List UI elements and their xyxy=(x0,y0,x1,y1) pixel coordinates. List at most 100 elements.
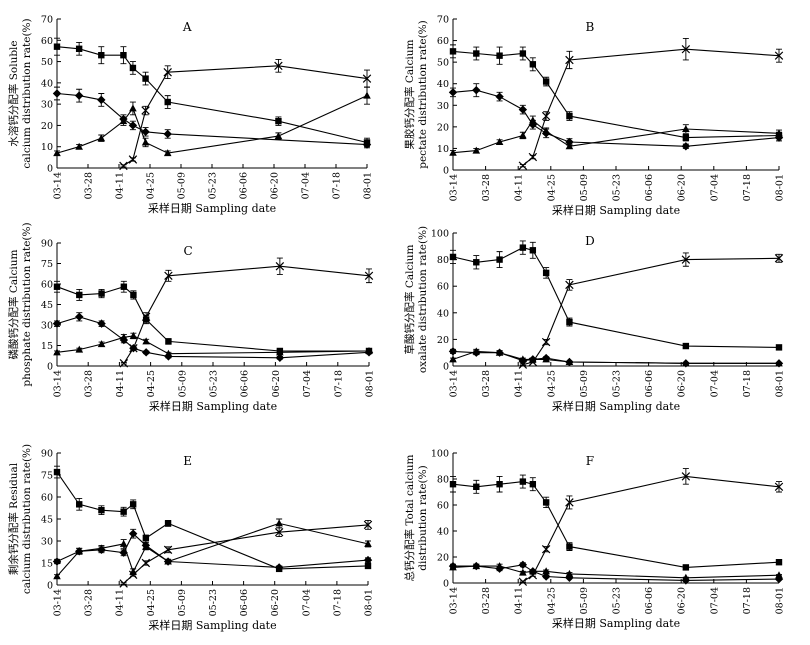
panel-b-diamond-point xyxy=(495,92,504,101)
panel-d-y-axis-title-line2: oxalate distribution rate(%) xyxy=(417,226,429,373)
panel-e-label: E xyxy=(183,454,192,468)
panel-e-square-series-line xyxy=(56,471,369,570)
panel-c-x-tick-label: 07-04 xyxy=(302,370,313,397)
panel-f-triangle-point xyxy=(449,563,457,571)
panel-f-y-tick-label: 0 xyxy=(443,579,449,590)
panel-a-label: A xyxy=(182,20,192,34)
panel-a-diamond-point xyxy=(128,121,138,130)
panel-a-square-point xyxy=(53,43,61,50)
panel-c-label: C xyxy=(183,244,192,258)
panel-d: D 采样日期 Sampling date 草酸钙分配率 Calcium oxal… xyxy=(403,226,786,413)
panel-b-y-tick-label: 50 xyxy=(437,58,449,69)
panel-c-diamond-point xyxy=(97,319,106,328)
panel-b-diamond-point xyxy=(448,88,458,97)
panel-e-square-point xyxy=(76,501,83,508)
panel-a-y-tick-label: 40 xyxy=(41,78,53,89)
panel-c-square-point xyxy=(130,291,137,299)
panel-a-x-point xyxy=(274,61,283,71)
panel-b-y-axis-title-line2: pectate distribution rate(%) xyxy=(417,20,429,169)
panel-a-triangle-point xyxy=(141,138,150,146)
panel-a-x-tick-label: 04-11 xyxy=(115,172,126,199)
panel-b-triangle-point xyxy=(472,146,481,154)
panel-f-x-tick-label: 07-18 xyxy=(742,587,753,614)
panel-e-square-point xyxy=(120,508,127,515)
panel-a-square-point xyxy=(142,75,149,82)
panel-a-triangle-point xyxy=(119,117,128,125)
panel-f-y-tick-label: 100 xyxy=(431,449,449,460)
panel-e-y-tick-label: 45 xyxy=(41,515,53,526)
panel-c-square-point xyxy=(76,291,83,299)
panel-f-square-point xyxy=(496,481,503,488)
panel-d-square-point xyxy=(682,342,690,350)
panel-a-x-tick-label: 07-18 xyxy=(332,172,343,199)
panel-a-y-tick-label: 0 xyxy=(47,164,53,175)
panel-f-square-point xyxy=(542,499,550,506)
panel-e-square-point xyxy=(142,534,150,542)
panel-e-square-point xyxy=(129,501,137,508)
panel-e-diamond-point xyxy=(274,563,284,572)
panel-d-triangle-point xyxy=(519,355,527,363)
panel-f-x-tick-label: 04-11 xyxy=(514,587,525,614)
panel-a-y-tick-label: 30 xyxy=(41,100,53,111)
panel-e-diamond-point xyxy=(363,555,373,565)
panel-c-triangle-point xyxy=(276,348,284,356)
panel-d-square-point xyxy=(775,344,783,351)
panel-d-diamond-point xyxy=(448,347,458,356)
panel-d-x-axis-title: 采样日期 Sampling date xyxy=(552,399,680,413)
panel-f-square-series-line xyxy=(452,481,780,568)
panel-d-x-point xyxy=(681,255,691,264)
panel-f-y-axis-title-line1: 总钙分配率 Total calcium xyxy=(403,454,416,581)
panel-b-y-tick-label: 70 xyxy=(437,15,449,26)
panel-e-x-tick-label: 03-28 xyxy=(84,589,95,616)
panel-d-x-tick-label: 06-20 xyxy=(677,370,688,397)
panel-d-x-tick-label: 05-09 xyxy=(579,370,590,397)
panel-b-x-point xyxy=(528,152,538,162)
panel-b-x-series-line xyxy=(522,48,780,167)
panel-c-triangle-point xyxy=(97,340,106,348)
panel-b-triangle-point xyxy=(682,125,690,133)
panel-c-x-point xyxy=(141,312,151,322)
panel-c-y-tick-label: 60 xyxy=(41,280,53,291)
panel-a-x-point xyxy=(128,155,138,164)
panel-e-triangle-point xyxy=(275,519,283,527)
panel-a-x-tick-label: 05-23 xyxy=(208,172,219,199)
panel-d-label: D xyxy=(585,234,595,248)
panel-b-y-tick-label: 30 xyxy=(437,101,449,112)
panel-e-y-tick-label: 0 xyxy=(47,581,53,592)
panel-f-x-tick-label: 04-25 xyxy=(546,587,557,614)
panel-f-diamond-point xyxy=(518,560,528,569)
panel-e-diamond-point xyxy=(52,557,62,566)
panel-a-diamond-point xyxy=(52,89,62,98)
panel-f-triangle-point xyxy=(775,571,783,579)
panel-a-triangle-point xyxy=(129,104,137,112)
panel-f-x-point xyxy=(774,482,784,492)
panel-e-y-tick-label: 30 xyxy=(41,537,53,548)
panel-f-triangle-point xyxy=(565,569,574,577)
panel-d-x-tick-label: 07-18 xyxy=(742,370,753,397)
panel-f-diamond-point xyxy=(541,572,551,581)
panel-f-x-tick-label: 05-09 xyxy=(579,587,590,614)
panel-b-square-point xyxy=(449,48,457,55)
panel-c-y-tick-label: 90 xyxy=(41,239,53,250)
panel-c-x-tick-label: 03-28 xyxy=(84,370,95,397)
panel-c-x-tick-label: 03-14 xyxy=(53,370,64,397)
panel-d-x-tick-label: 04-25 xyxy=(546,370,557,397)
panel-f-y-tick-label: 20 xyxy=(437,553,449,564)
panel-d-y-tick-label: 20 xyxy=(437,335,449,346)
panel-f-x-point xyxy=(518,577,528,586)
panel-e-diamond-point xyxy=(128,529,138,538)
panel-e-y-axis-title-line2: calcium distribution rate(%) xyxy=(21,444,33,594)
panel-c-x-tick-label: 05-09 xyxy=(177,370,188,397)
panel-a-square-point xyxy=(98,51,105,59)
panel-b-triangle-point xyxy=(542,127,550,135)
panel-a-x-tick-label: 08-01 xyxy=(363,172,374,199)
panel-d-x-tick-label: 03-28 xyxy=(481,370,492,397)
panel-b-x-tick-label: 08-01 xyxy=(775,174,786,201)
panel-c-diamond-point xyxy=(52,319,62,328)
panel-d-square-point xyxy=(519,244,527,251)
panel-b-x-tick-label: 06-20 xyxy=(677,174,688,201)
panel-b-label: B xyxy=(586,20,595,34)
panel-a-diamond-point xyxy=(141,127,150,137)
panel-f-x-point xyxy=(541,544,551,554)
